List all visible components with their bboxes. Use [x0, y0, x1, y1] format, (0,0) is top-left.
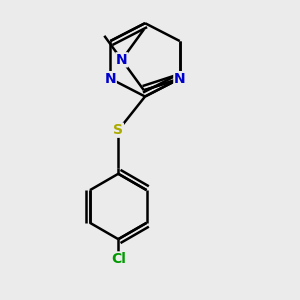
Text: Cl: Cl	[111, 252, 126, 266]
Text: N: N	[105, 72, 116, 86]
Text: N: N	[116, 53, 128, 67]
Text: N: N	[174, 72, 185, 86]
Text: S: S	[113, 123, 123, 137]
